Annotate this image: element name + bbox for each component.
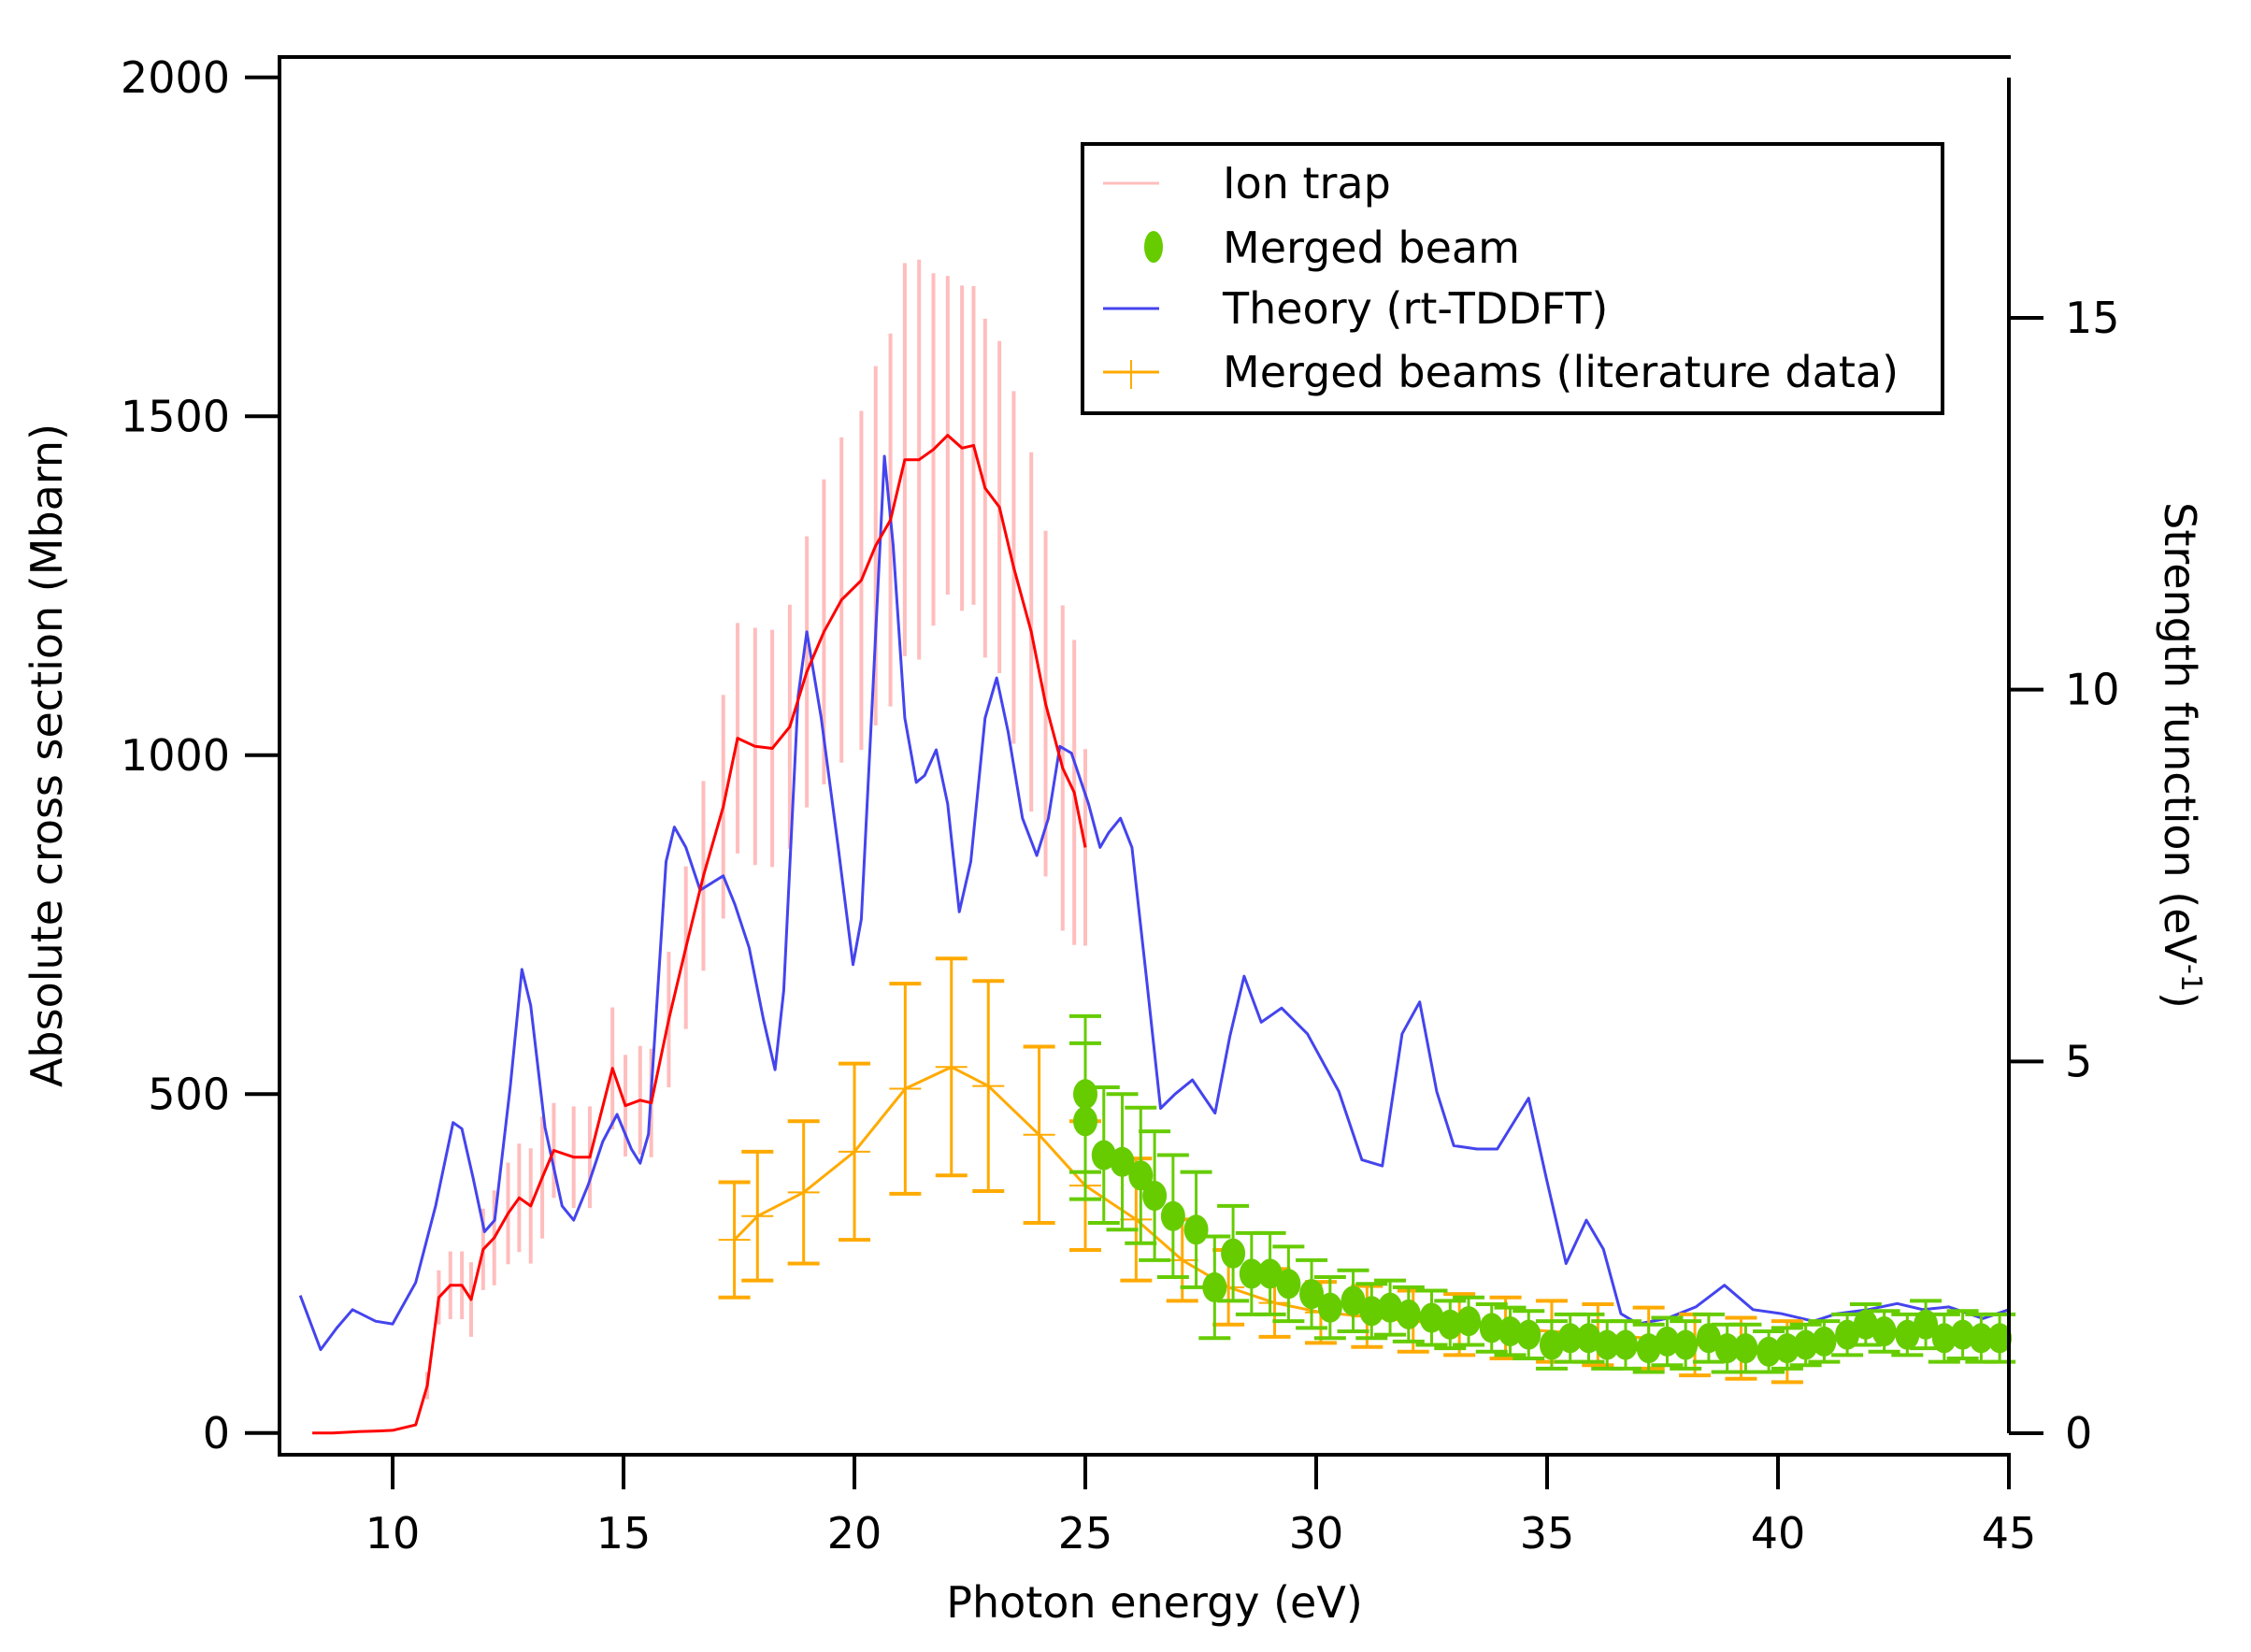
merged-beam-point: [1396, 1299, 1421, 1329]
legend-box: [1081, 142, 1944, 415]
legend-swatch-merged-beam: [1144, 231, 1163, 263]
merged-beam-point: [1239, 1258, 1264, 1289]
merged-beam-point: [1853, 1309, 1878, 1340]
merged-beam-point: [1756, 1336, 1782, 1367]
x-tick-label: 25: [1058, 1508, 1113, 1559]
literature-line: [733, 1065, 1788, 1354]
merged-beam-point: [1183, 1214, 1209, 1245]
merged-beam-point: [1221, 1238, 1246, 1269]
merged-beam-point: [1774, 1333, 1799, 1364]
theory-line: [298, 454, 2010, 1352]
merged-beam-point: [1438, 1309, 1463, 1340]
y-tick-label: 500: [148, 1069, 230, 1119]
merged-beam-point: [1419, 1302, 1444, 1333]
x-tick-label: 40: [1751, 1508, 1806, 1559]
axes: 10 15 20 25 30 35 40 45 0 500 1000 1500 2000 0 5 10 15: [121, 52, 2120, 1559]
merged-beam-point: [1160, 1200, 1185, 1231]
merged-beam-point: [1950, 1319, 1975, 1350]
y-tick-label: 1500: [121, 391, 230, 441]
right-y-tick-label: 0: [2065, 1408, 2092, 1458]
merged-beam-point: [1359, 1296, 1384, 1327]
merged-beam-point: [1696, 1323, 1721, 1354]
merged-beam-point: [1871, 1316, 1897, 1347]
right-y-tick-label: 5: [2065, 1036, 2092, 1086]
x-tick-label: 45: [1982, 1508, 2037, 1559]
merged-beam-point: [1673, 1329, 1699, 1360]
merged-beam-point: [1341, 1286, 1366, 1316]
y-tick-label: 2000: [121, 52, 230, 103]
right-y-axis-title-close: ): [2155, 992, 2205, 1009]
legend-label-merged-beam: Merged beam: [1223, 223, 1520, 273]
merged-beam-point: [1128, 1160, 1154, 1191]
right-y-tick-label: 10: [2065, 665, 2120, 715]
merged-beam-point: [1498, 1316, 1523, 1347]
merged-beam-point: [1714, 1333, 1740, 1364]
right-y-axis-title-main: Strength function (eV: [2155, 502, 2205, 964]
x-tick-label: 30: [1289, 1508, 1344, 1559]
x-tick-label: 10: [366, 1508, 421, 1559]
merged-beam-point: [1636, 1333, 1661, 1364]
x-tick-label: 15: [596, 1508, 652, 1559]
merged-beam-point: [1793, 1329, 1818, 1360]
merged-beam-point: [1595, 1329, 1620, 1360]
ion-trap-line: [312, 434, 1087, 1435]
merged-beam-point: [1110, 1146, 1135, 1177]
merged-beam-point: [1516, 1319, 1541, 1350]
legend-label-ion-trap: Ion trap: [1223, 158, 1391, 208]
right-y-tick-label: 15: [2065, 293, 2120, 343]
ion-trap-series: [312, 434, 1087, 1435]
merged-beam-point: [1073, 1079, 1098, 1110]
x-tick-label: 35: [1520, 1508, 1575, 1559]
merged-beam-series: [1069, 1013, 2016, 1374]
right-y-axis-title: Strength function (eV-1): [2155, 502, 2207, 1009]
merged-beam-point: [1479, 1313, 1504, 1343]
merged-beam-point: [1576, 1323, 1601, 1354]
legend: Ion trap Merged beam Theory (rt-TDDFT) M…: [1081, 142, 1944, 415]
x-tick-label: 20: [827, 1508, 882, 1559]
merged-beam-point: [1655, 1326, 1680, 1357]
x-axis-title: Photon energy (eV): [946, 1577, 1363, 1628]
merged-beam-point: [1091, 1140, 1116, 1171]
merged-beam-point: [1987, 1323, 2013, 1354]
merged-beam-point: [1613, 1329, 1638, 1360]
merged-beam-point: [1257, 1258, 1283, 1289]
merged-beam-point: [1733, 1333, 1758, 1364]
merged-beam-point: [1557, 1323, 1583, 1354]
merged-beam-point: [1835, 1319, 1860, 1350]
theory-series: [298, 454, 2010, 1352]
legend-label-literature: Merged beams (literature data): [1223, 347, 1899, 397]
merged-beam-point: [1914, 1309, 1939, 1340]
merged-beam-point: [1378, 1292, 1403, 1323]
right-y-axis-title-sup: -1: [2174, 964, 2207, 992]
merged-beam-point: [1317, 1292, 1342, 1323]
merged-beam-point: [1276, 1269, 1301, 1300]
legend-label-theory: Theory (rt-TDDFT): [1222, 283, 1608, 334]
merged-beam-point: [1812, 1326, 1837, 1357]
merged-beam-point: [1969, 1323, 1994, 1354]
merged-beam-point: [1142, 1181, 1168, 1212]
y-axis-title: Absolute cross section (Mbarn): [22, 424, 72, 1087]
merged-beam-point: [1456, 1306, 1482, 1337]
y-tick-label: 1000: [121, 730, 230, 781]
merged-beam-point: [1539, 1329, 1564, 1360]
merged-beam-point: [1299, 1279, 1325, 1310]
merged-beam-point: [1931, 1323, 1957, 1354]
merged-beam-point: [1895, 1319, 1920, 1350]
merged-beam-point: [1073, 1106, 1098, 1137]
y-tick-label: 0: [203, 1408, 230, 1458]
merged-beam-point: [1202, 1271, 1227, 1302]
